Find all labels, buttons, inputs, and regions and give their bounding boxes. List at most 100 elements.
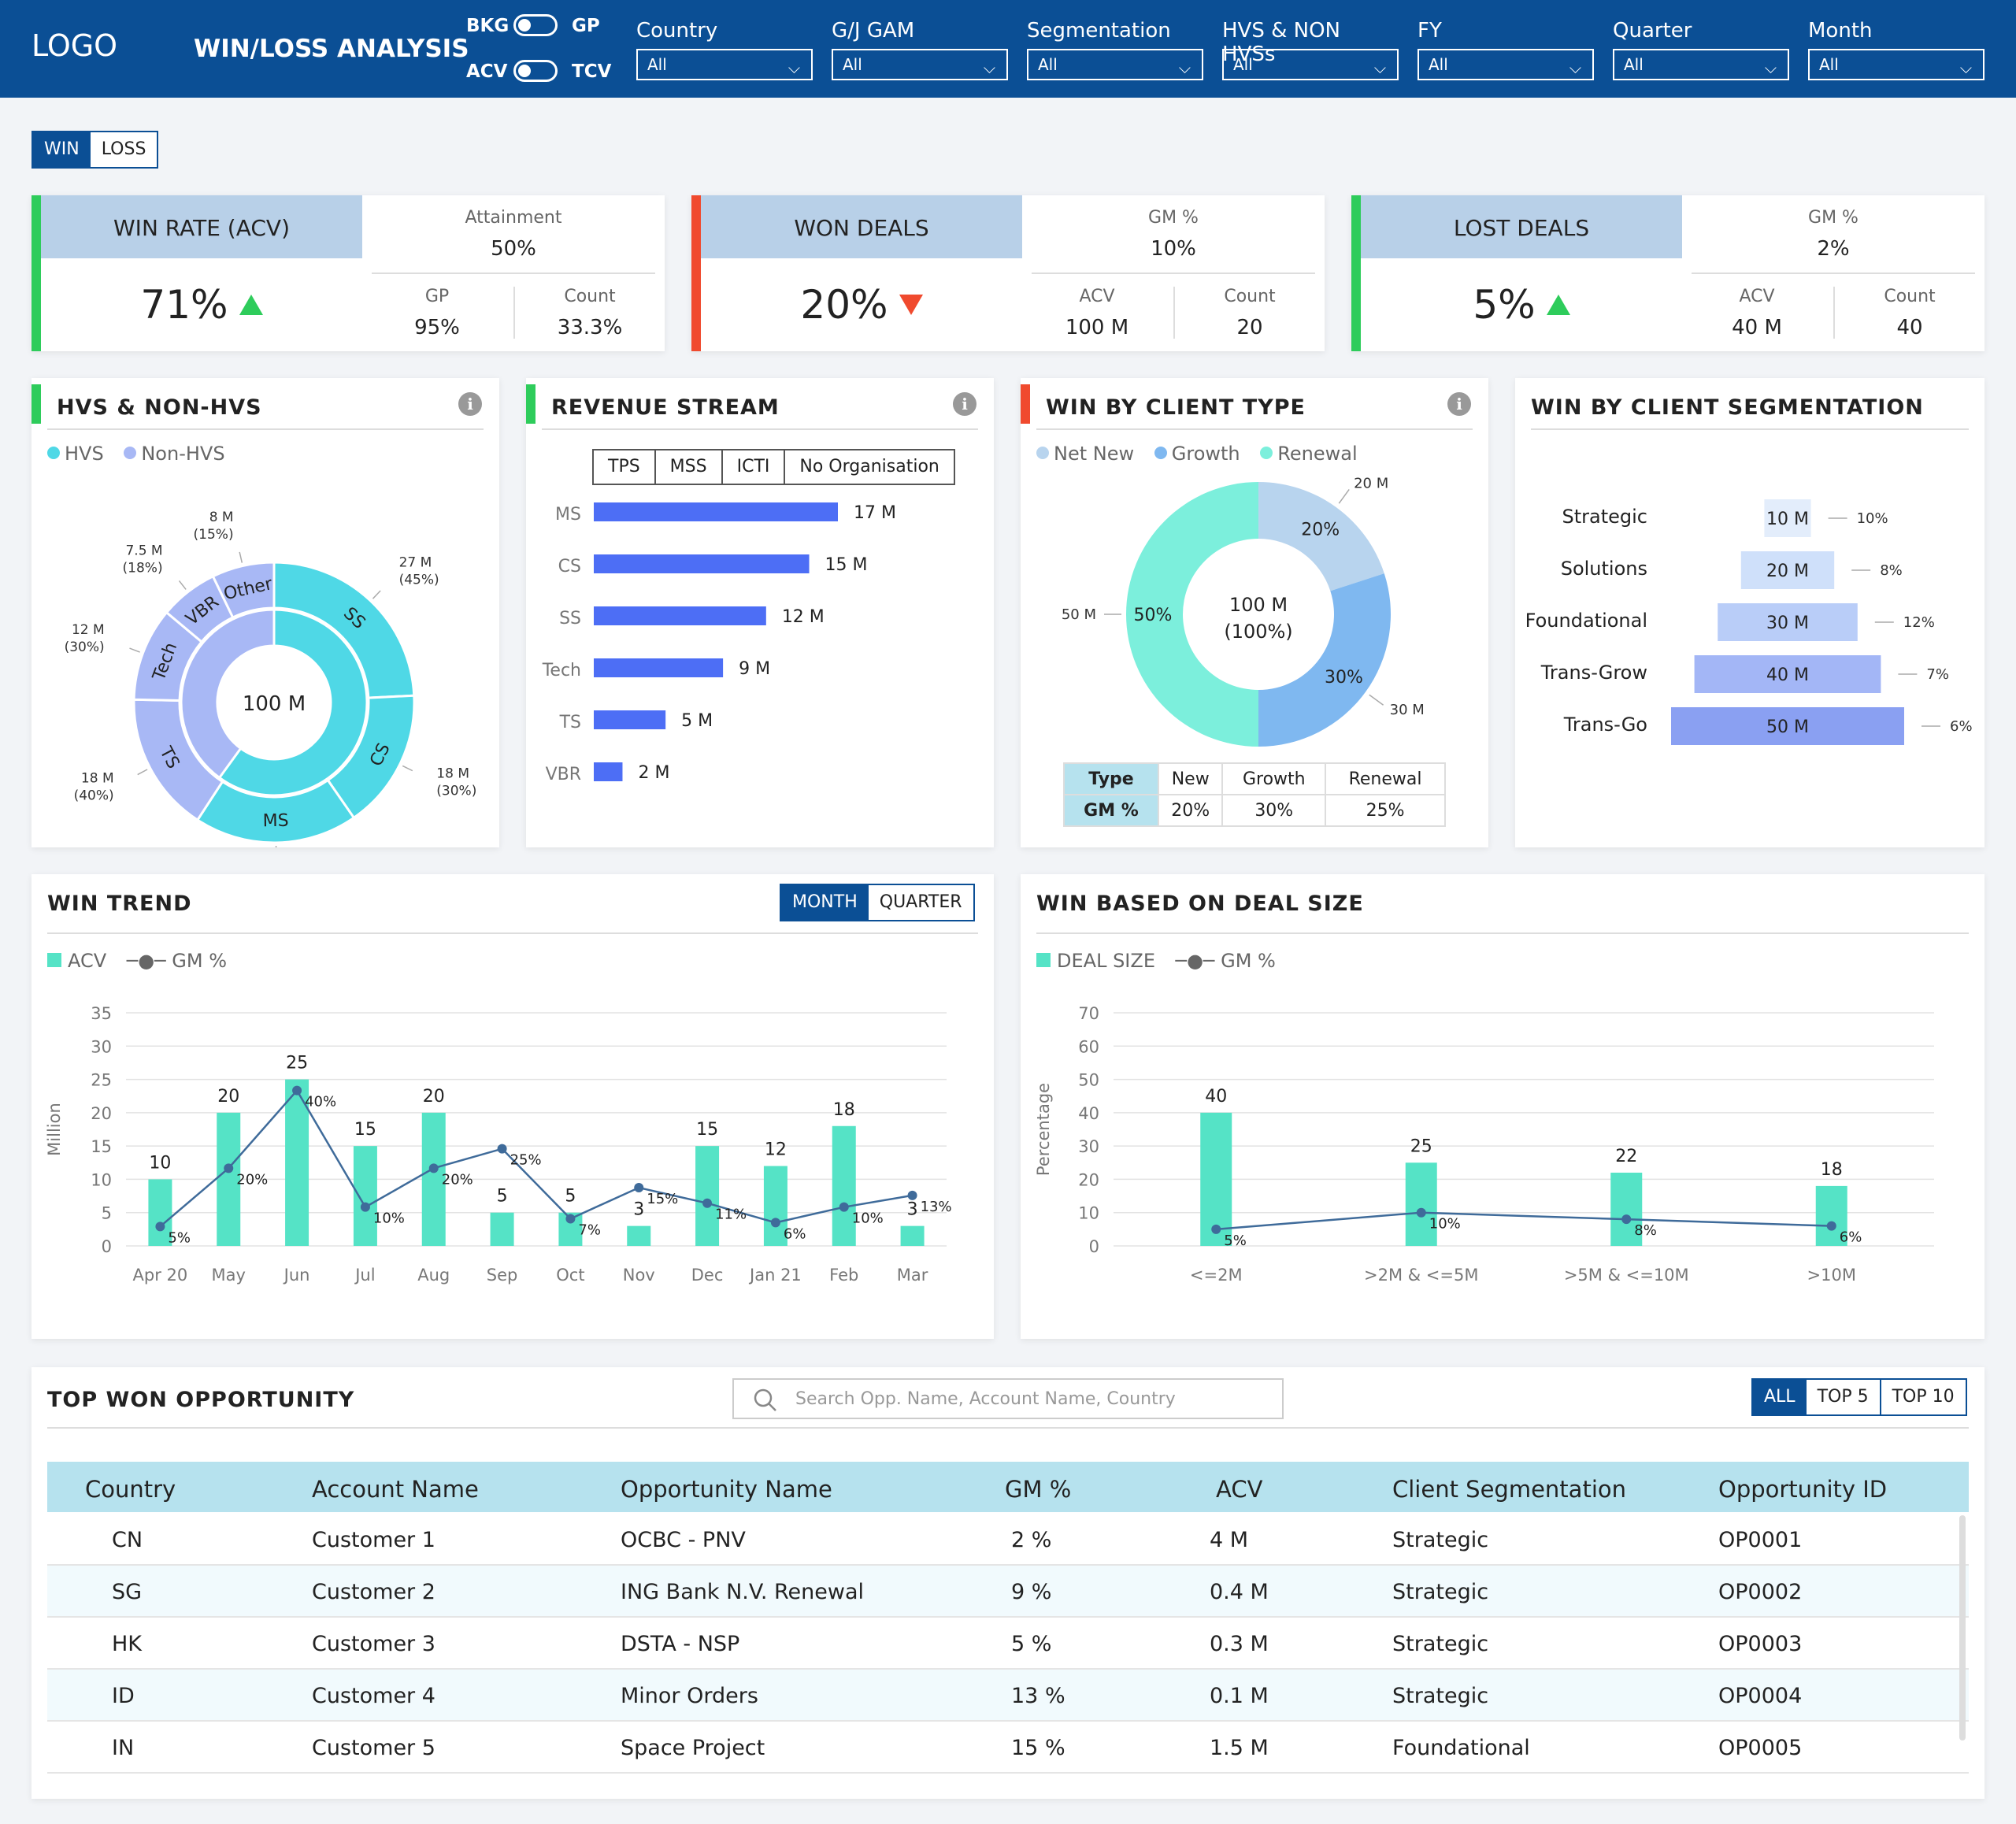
filter-select[interactable]: All ⌵: [636, 49, 813, 80]
column-header-opportunity-id[interactable]: Opportunity ID: [1718, 1476, 1888, 1503]
filter-month: Month All ⌵: [1808, 19, 1984, 80]
bar-10[interactable]: [832, 1125, 856, 1246]
segment-bar-trans-go[interactable]: [1671, 707, 1904, 745]
bar-0[interactable]: [148, 1179, 172, 1246]
callout-pct: (30%): [436, 784, 476, 799]
x-tick-label: <=2M: [1190, 1266, 1243, 1285]
gm-point[interactable]: [224, 1163, 234, 1173]
filter-select[interactable]: All ⌵: [1418, 49, 1594, 80]
gm-point[interactable]: [497, 1144, 507, 1154]
slice-renewal[interactable]: [1126, 482, 1258, 747]
table-row[interactable]: IN Customer 5 Space Project 15 % 1.5 M Founda…: [47, 1722, 1969, 1774]
gm-point[interactable]: [839, 1202, 849, 1212]
bar-3[interactable]: [353, 1146, 377, 1246]
all-tab[interactable]: ALL: [1753, 1380, 1807, 1414]
bkg-gp-toggle[interactable]: [513, 14, 558, 36]
info-icon[interactable]: i: [458, 392, 482, 416]
filter-select[interactable]: All ⌵: [1808, 49, 1984, 80]
top5-tab[interactable]: TOP 5: [1807, 1380, 1881, 1414]
bar-5[interactable]: [490, 1212, 514, 1246]
top-won-title: TOP WON OPPORTUNITY: [47, 1388, 355, 1412]
bar-9[interactable]: [763, 1166, 788, 1246]
filter-label: G/J GAM: [832, 19, 915, 43]
bar-2[interactable]: [285, 1079, 309, 1246]
table-scrollbar[interactable]: [1959, 1515, 1966, 1741]
inner-slice-hvs[interactable]: [217, 608, 369, 797]
bar-1[interactable]: [217, 1112, 241, 1246]
y-tick-label: 0: [102, 1237, 112, 1256]
gm-point[interactable]: [1416, 1207, 1426, 1218]
table-row[interactable]: ID Customer 4 Minor Orders 13 % 0.1 M Strateg…: [47, 1670, 1969, 1722]
inner-slice-non-hvs[interactable]: [180, 608, 276, 780]
gm-point-label: 10%: [852, 1210, 884, 1227]
bar-tech[interactable]: [594, 658, 724, 677]
column-header-client-segmentation[interactable]: Client Segmentation: [1392, 1476, 1626, 1503]
revenue-tab-icti[interactable]: ICTI: [721, 450, 784, 484]
bar-ms[interactable]: [594, 502, 838, 521]
filter-select[interactable]: All ⌵: [832, 49, 1008, 80]
column-header-gm-[interactable]: GM %: [1005, 1476, 1072, 1503]
bar-11[interactable]: [900, 1225, 925, 1246]
bar-3[interactable]: [1815, 1185, 1847, 1246]
segment-bar-trans-grow[interactable]: [1694, 655, 1881, 693]
gm-point[interactable]: [907, 1190, 917, 1200]
slice-growth[interactable]: [1258, 573, 1391, 747]
revenue-tab-tps[interactable]: TPS: [608, 457, 640, 476]
gm-point[interactable]: [565, 1214, 576, 1224]
revenue-tab-no-organisation[interactable]: No Organisation: [784, 450, 953, 484]
gm-point-label: 13%: [921, 1199, 952, 1215]
search-icon: [754, 1388, 776, 1411]
bar-1[interactable]: [1405, 1162, 1437, 1246]
slice-net-new[interactable]: [1258, 482, 1384, 591]
gm-point[interactable]: [1211, 1224, 1221, 1234]
gm-point[interactable]: [360, 1202, 370, 1212]
bar-8[interactable]: [695, 1146, 720, 1246]
bar-vbr[interactable]: [594, 762, 623, 781]
bar-0[interactable]: [1200, 1112, 1232, 1246]
acv-tcv-toggle[interactable]: [513, 60, 558, 82]
top10-tab[interactable]: TOP 10: [1892, 1387, 1955, 1407]
gm-point[interactable]: [634, 1183, 644, 1192]
bar-2[interactable]: [1610, 1172, 1643, 1246]
filter-select[interactable]: All ⌵: [1222, 49, 1399, 80]
gm-point[interactable]: [292, 1085, 302, 1096]
bar-4[interactable]: [421, 1112, 446, 1246]
revenue-tab-mss[interactable]: MSS: [654, 450, 721, 484]
kpi-value: 5%: [1361, 258, 1682, 351]
table-row[interactable]: SG Customer 2 ING Bank N.V. Renewal 9 % 0.4 …: [47, 1566, 1969, 1618]
info-icon[interactable]: i: [953, 392, 976, 416]
gm-point[interactable]: [702, 1198, 713, 1208]
gm-point[interactable]: [428, 1163, 439, 1173]
bar-ts[interactable]: [594, 710, 666, 729]
slice-callout: 30 M: [1390, 702, 1425, 718]
table-row[interactable]: CN Customer 1 OCBC - PNV 2 % 4 M Strategic OP0…: [47, 1514, 1969, 1566]
gm-point-label: 40%: [305, 1094, 336, 1110]
column-header-country[interactable]: Country: [85, 1476, 176, 1503]
gm-line: [1216, 1211, 1832, 1231]
month-tab[interactable]: MONTH: [781, 885, 869, 920]
win-tab[interactable]: WIN: [33, 132, 91, 167]
segment-bar-foundational[interactable]: [1718, 603, 1858, 641]
table-row[interactable]: HK Customer 3 DSTA - NSP 5 % 0.3 M Strategic O…: [47, 1618, 1969, 1670]
gm-point[interactable]: [770, 1218, 780, 1228]
bar-ss[interactable]: [594, 606, 766, 625]
info-icon[interactable]: i: [1447, 392, 1471, 416]
outer-slice-other[interactable]: [211, 561, 276, 619]
column-header-opportunity-name[interactable]: Opportunity Name: [621, 1476, 832, 1503]
column-header-acv[interactable]: ACV: [1216, 1476, 1263, 1503]
bar-cs[interactable]: [594, 554, 810, 573]
gm-point[interactable]: [1621, 1214, 1632, 1225]
column-header-account-name[interactable]: Account Name: [312, 1476, 479, 1503]
callout-value: 27 M: [399, 554, 432, 570]
gm-point[interactable]: [155, 1222, 165, 1232]
filter-select[interactable]: All ⌵: [1027, 49, 1203, 80]
segment-bar-strategic[interactable]: [1764, 499, 1811, 537]
segment-bar-solutions[interactable]: [1740, 551, 1835, 589]
bar-7[interactable]: [627, 1225, 651, 1246]
loss-tab[interactable]: LOSS: [101, 139, 146, 159]
gm-point[interactable]: [1826, 1221, 1836, 1231]
win-trend-panel: WIN TREND MONTH QUARTER ACV ─●─ GM % 0 5 1…: [32, 874, 994, 1339]
quarter-tab[interactable]: QUARTER: [879, 892, 962, 912]
opportunity-search-input[interactable]: Search Opp. Name, Account Name, Country: [732, 1378, 1284, 1419]
filter-select[interactable]: All ⌵: [1613, 49, 1789, 80]
